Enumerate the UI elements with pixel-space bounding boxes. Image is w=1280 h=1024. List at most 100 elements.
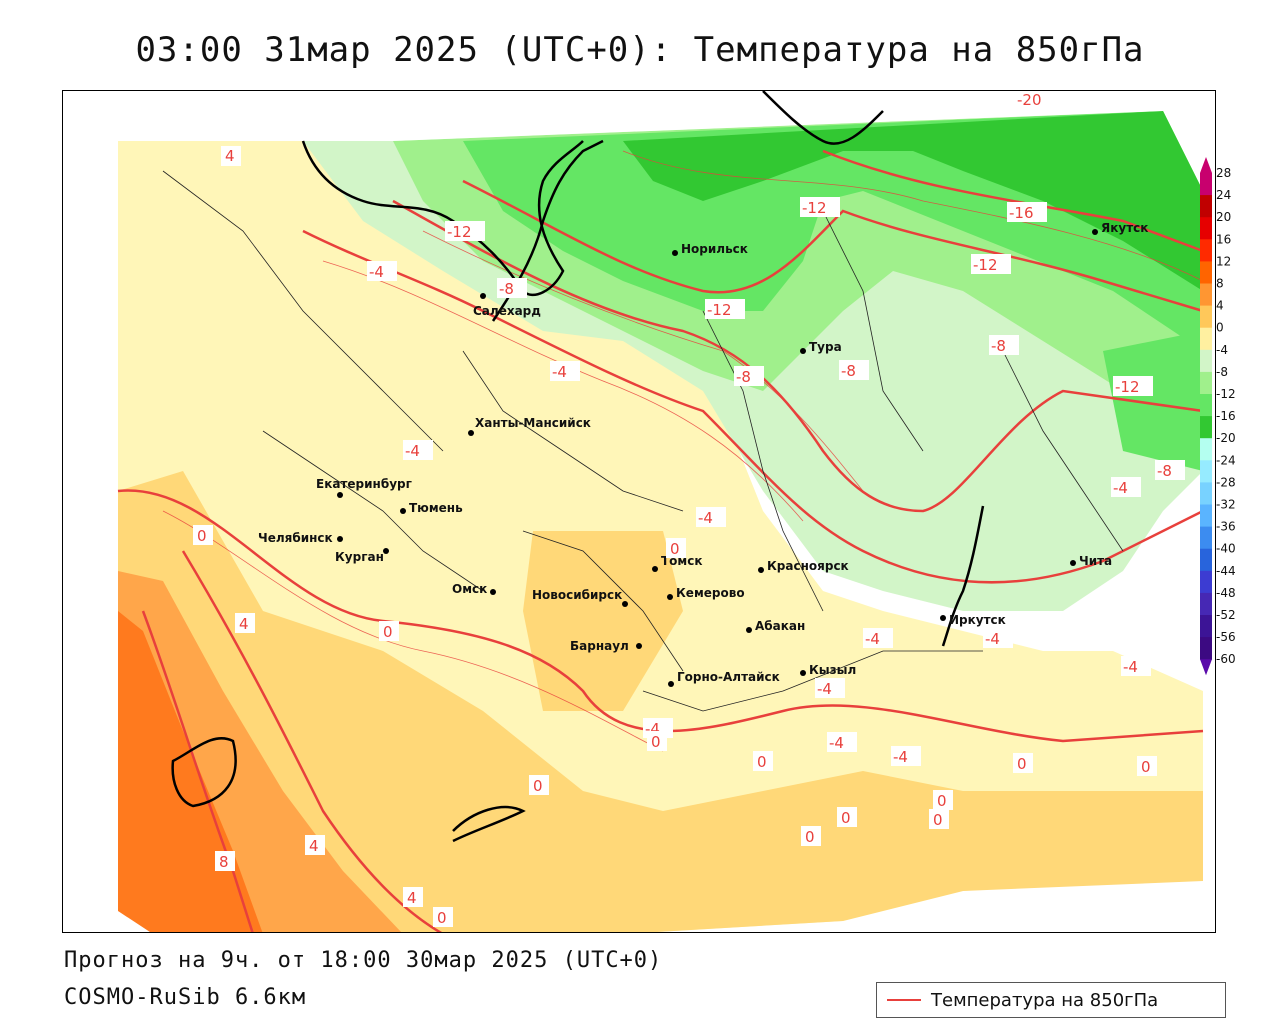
isoline-label: 0 (379, 621, 399, 641)
region-east-cold (1103, 331, 1203, 471)
svg-text:Ханты-Мансийск: Ханты-Мансийск (475, 416, 591, 430)
legend: Температура на 850гПа (876, 982, 1226, 1018)
svg-text:-4: -4 (829, 734, 844, 752)
thin-isoline (162, 510, 664, 752)
svg-text:0: 0 (805, 828, 815, 846)
scale-tick-label: 12 (1216, 254, 1231, 268)
border (462, 350, 684, 512)
scale-arrow-bottom (1200, 659, 1212, 676)
isoline-label: -4 (550, 361, 580, 381)
isoline-zero (117, 489, 1204, 743)
svg-text:-12: -12 (447, 223, 472, 241)
forecast-info: Прогноз на 9ч. от 18:00 30мар 2025 (UTC+… (64, 948, 663, 973)
svg-text:4: 4 (225, 147, 235, 165)
isoline-label: 0 (1137, 756, 1157, 776)
scale-swatch (1200, 548, 1212, 572)
svg-text:0: 0 (651, 733, 661, 751)
svg-text:-8: -8 (1157, 462, 1172, 480)
isoline-label: -4 (403, 440, 433, 460)
scale-tick-label: 28 (1216, 166, 1231, 180)
isoline-label: 8 (215, 851, 235, 871)
svg-text:-4: -4 (1123, 658, 1138, 676)
isoline-label: -8 (1155, 460, 1185, 480)
scale-swatch (1200, 526, 1212, 550)
scale-swatch (1200, 305, 1212, 329)
svg-text:-12: -12 (707, 301, 732, 319)
isoline-label: -4 (1121, 656, 1151, 676)
thin-isoline (622, 150, 1204, 282)
svg-text:-4: -4 (698, 509, 713, 527)
scale-swatch (1200, 482, 1212, 505)
svg-text:-4: -4 (893, 748, 908, 766)
isoline-label: -16 (1007, 202, 1047, 222)
thin-isoline (322, 260, 804, 522)
city-abakan: Абакан (746, 619, 805, 633)
isoline-minus8 (392, 199, 1204, 513)
isoline-label: 0 (837, 807, 857, 827)
isoline-label: 0 (647, 731, 667, 751)
scale-swatch (1200, 283, 1212, 307)
region-dark-green (623, 111, 1203, 291)
city-khanty-mansiysk: Ханты-Мансийск (468, 416, 591, 436)
scale-tick-label: 24 (1216, 188, 1231, 202)
svg-text:-8: -8 (736, 368, 751, 386)
isoline-label: -4 (983, 628, 1013, 648)
scale-swatch (1200, 592, 1212, 616)
svg-text:Чита: Чита (1079, 554, 1112, 568)
svg-text:-16: -16 (1009, 204, 1034, 222)
city-gorno-altaysk: Горно-Алтайск (668, 670, 780, 687)
isoline-label: -4 (815, 678, 845, 698)
city-krasnoyarsk: Красноярск (758, 559, 849, 573)
svg-text:0: 0 (841, 809, 851, 827)
svg-text:-12: -12 (802, 199, 827, 217)
isoline-label: 0 (801, 826, 821, 846)
isolines (117, 149, 1204, 932)
svg-text:Горно-Алтайск: Горно-Алтайск (677, 670, 780, 684)
region-altay-band (523, 531, 683, 711)
city-tura: Тура (800, 340, 842, 354)
city-salekhard: Салехард (473, 293, 541, 318)
isoline-label: 4 (221, 146, 241, 166)
svg-text:-4: -4 (405, 442, 420, 460)
svg-text:Норильск: Норильск (681, 242, 748, 256)
svg-text:Красноярск: Красноярск (767, 559, 849, 573)
svg-text:8: 8 (219, 853, 229, 871)
city-barnaul: Барнаул (570, 639, 642, 653)
city-norilsk: Норильск (672, 242, 748, 256)
isoline-warm4 (181, 550, 443, 932)
legend-line-swatch (887, 999, 921, 1001)
svg-text:0: 0 (437, 909, 447, 927)
scale-tick-label: 4 (1216, 299, 1224, 313)
scale-swatch (1200, 239, 1212, 262)
coastline-balkhash (171, 737, 237, 808)
svg-text:Иркутск: Иркутск (949, 613, 1006, 627)
svg-text:-4: -4 (1113, 479, 1128, 497)
svg-text:-8: -8 (841, 362, 856, 380)
scale-tick-label: -24 (1216, 453, 1236, 467)
svg-text:4: 4 (239, 615, 249, 633)
scale-tick-label: -40 (1216, 542, 1236, 556)
city-yakutsk: Якутск (1092, 221, 1148, 235)
isoline-label: -8 (989, 335, 1019, 355)
scale-tick-label: -8 (1216, 365, 1228, 379)
scale-tick-label: -12 (1216, 387, 1236, 401)
isoline-label: -12 (971, 254, 1011, 274)
isoline-minus4 (302, 229, 1204, 584)
color-scale: 28 24 20 16 12 8 4 0 -4 -8 -12 -16 -20 -24 -28 -32 -36 -4… (1200, 157, 1236, 676)
scale-tick-label: -20 (1216, 431, 1236, 445)
scale-swatch (1200, 438, 1212, 461)
city-chita: Чита (1070, 554, 1112, 568)
isoline-label: -8 (839, 360, 869, 380)
scale-swatch (1200, 261, 1212, 284)
isoline-label: -4 (367, 261, 397, 281)
svg-text:0: 0 (1017, 755, 1027, 773)
isoline-label: 0 (529, 775, 549, 795)
scale-swatch (1200, 217, 1212, 240)
isoline-label: -20 (1015, 91, 1055, 109)
city-irkutsk: Иркутск (940, 613, 1006, 627)
svg-text:-8: -8 (499, 280, 514, 298)
scale-tick-label: -48 (1216, 586, 1236, 600)
city-kurgan: Курган (335, 548, 389, 564)
svg-text:Кемерово: Кемерово (676, 586, 745, 600)
svg-text:0: 0 (1141, 758, 1151, 776)
